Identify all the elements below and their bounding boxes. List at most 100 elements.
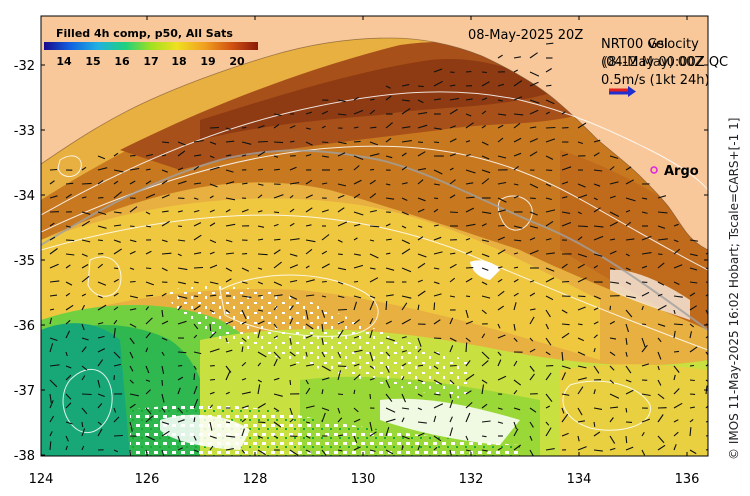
velocity-arrow [481,351,490,360]
velocity-arrow [97,304,107,311]
velocity-arrow [305,111,312,115]
velocity-arrow [481,253,490,258]
velocity-arrow [705,364,708,367]
velocity-arrow [321,280,327,283]
velocity-arrow [161,210,169,213]
velocity-arrow [49,308,55,311]
velocity-arrow [481,420,491,423]
velocity-arrow [353,96,359,101]
velocity-arrow [353,363,360,367]
velocity-arrow [609,393,620,399]
velocity-arrow [81,304,85,311]
velocity-arrow [161,337,168,341]
velocity-arrow [513,252,519,255]
velocity-arrow [369,277,379,283]
velocity-arrow [577,277,587,283]
velocity-arrow [321,389,324,395]
velocity-arrow [545,252,555,255]
velocity-arrow [689,292,696,297]
lon-label: 128 [243,472,268,487]
velocity-arrow [529,365,535,372]
velocity-arrow [561,309,568,314]
velocity-arrow [321,263,330,269]
velocity-arrow [449,295,456,298]
velocity-arrow [513,56,521,59]
colorbar: Filled 4h comp, p50, All Sats 14 15 16 1… [44,27,258,68]
velocity-arrow [81,421,84,428]
velocity-arrow [145,168,151,171]
velocity-arrow [657,435,665,444]
velocity-arrow [465,435,469,441]
velocity-arrow [513,323,516,331]
velocity-arrow [561,280,570,283]
velocity-arrow [225,435,236,438]
velocity-arrow [593,407,603,410]
velocity-arrow [385,427,390,437]
velocity-arrow [561,332,570,339]
velocity-arrow [577,323,583,326]
velocity-arrow [593,449,603,452]
velocity-arrow [241,267,250,272]
velocity-arrow [593,348,596,353]
velocity-arrow [257,210,263,213]
velocity-arrow [433,393,441,396]
velocity-arrow [417,379,424,383]
velocity-arrow [609,181,619,185]
velocity-arrow [689,331,693,339]
velocity-arrow [577,377,587,381]
velocity-arrow [385,197,395,200]
velocity-arrow [401,140,412,143]
velocity-arrow [529,407,537,413]
velocity-arrow [513,137,522,143]
velocity-arrow [225,349,233,353]
velocity-arrow [65,264,71,269]
velocity-arrow [369,179,376,185]
velocity-arrow [497,113,507,116]
velocity-arrow [513,379,522,386]
velocity-arrow [529,237,536,241]
velocity-arrow [113,248,123,255]
argo-marker[interactable]: Argo [650,164,699,179]
velocity-arrow [593,207,601,213]
velocity-arrow [257,281,264,285]
velocity-arrow [529,348,536,353]
velocity-arrow [513,444,522,451]
velocity-arrow [305,279,315,283]
velocity-arrow [705,267,708,270]
velocity-arrow [481,141,489,146]
velocity-arrow [513,152,522,157]
velocity-arrow [161,309,164,318]
velocity-arrow [497,197,507,203]
velocity-arrow [177,210,183,213]
velocity-arrow [529,71,540,77]
velocity-arrow [545,126,556,129]
latitude-labels: -32 -33 -34 -35 -36 -37 -38 [14,59,35,464]
velocity-arrow [209,251,215,255]
velocity-arrow [657,365,660,371]
argo-float-icon[interactable] [650,166,658,174]
velocity-arrow [337,417,343,423]
velocity-arrow [81,393,92,396]
velocity-arrow [273,123,280,129]
velocity-arrow [481,333,486,339]
velocity-arrow [273,393,283,397]
velocity-arrow [609,406,619,409]
velocity-arrow [673,330,676,339]
velocity-arrow [433,98,441,101]
velocity-arrow [257,183,264,186]
velocity-arrow [129,225,135,228]
velocity-arrow [369,300,375,311]
velocity-arrow [289,279,298,283]
velocity-arrow [257,362,262,367]
velocity-arrow [625,221,632,227]
velocity-arrow [449,277,456,283]
colorbar-gradient [44,42,258,50]
velocity-arrow [161,407,166,413]
velocity-arrow [449,263,457,269]
velocity-arrow [465,309,469,319]
velocity-arrow [609,166,615,171]
velocity-arrow [321,141,329,144]
velocity-arrow [577,351,586,356]
velocity-arrow [369,267,376,270]
velocity-arrow [465,182,474,185]
